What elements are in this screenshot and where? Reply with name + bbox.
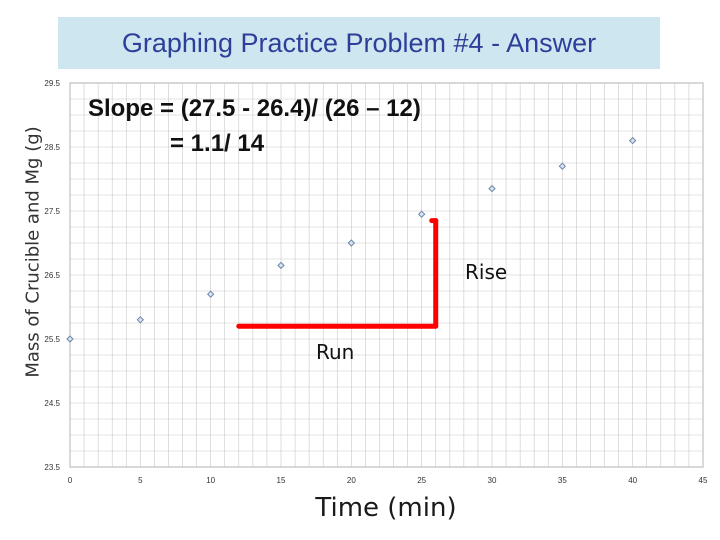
chart-title-box: Graphing Practice Problem #4 - Answer — [58, 17, 660, 69]
y-tick-label: 29.5 — [44, 79, 60, 88]
y-tick-label: 24.5 — [44, 399, 60, 408]
run-label: Run — [316, 340, 355, 364]
slope-equation: Slope = (27.5 - 26.4)/ (26 – 12) — [88, 95, 421, 122]
x-tick-label: 25 — [417, 476, 426, 485]
data-point — [277, 261, 285, 270]
x-tick-label: 20 — [347, 476, 356, 485]
data-point — [417, 210, 426, 218]
x-tick-label: 10 — [206, 476, 215, 485]
data-point — [206, 290, 215, 298]
x-tick-label: 5 — [138, 476, 143, 485]
data-point — [66, 335, 74, 343]
x-tick-label: 35 — [558, 476, 567, 485]
y-tick-label: 26.5 — [44, 271, 60, 280]
data-point — [347, 239, 356, 247]
slope-result: = 1.1/ 14 — [170, 130, 265, 157]
data-point — [558, 162, 567, 170]
x-tick-label: 30 — [488, 476, 497, 485]
x-tick-label: 40 — [628, 476, 637, 485]
y-tick-label: 28.5 — [44, 143, 60, 152]
x-tick-label: 0 — [68, 476, 73, 485]
y-tick-label: 25.5 — [44, 335, 60, 344]
x-tick-label: 45 — [699, 476, 708, 485]
data-point — [628, 136, 637, 145]
y-tick-label: 27.5 — [44, 207, 60, 216]
y-tick-label: 23.5 — [44, 463, 60, 472]
data-point — [488, 184, 496, 193]
data-point — [136, 316, 145, 324]
x-axis-label: Time (min) — [315, 493, 457, 523]
rise-label: Rise — [465, 260, 508, 284]
chart-title: Graphing Practice Problem #4 - Answer — [121, 27, 597, 58]
x-tick-label: 15 — [277, 476, 286, 485]
